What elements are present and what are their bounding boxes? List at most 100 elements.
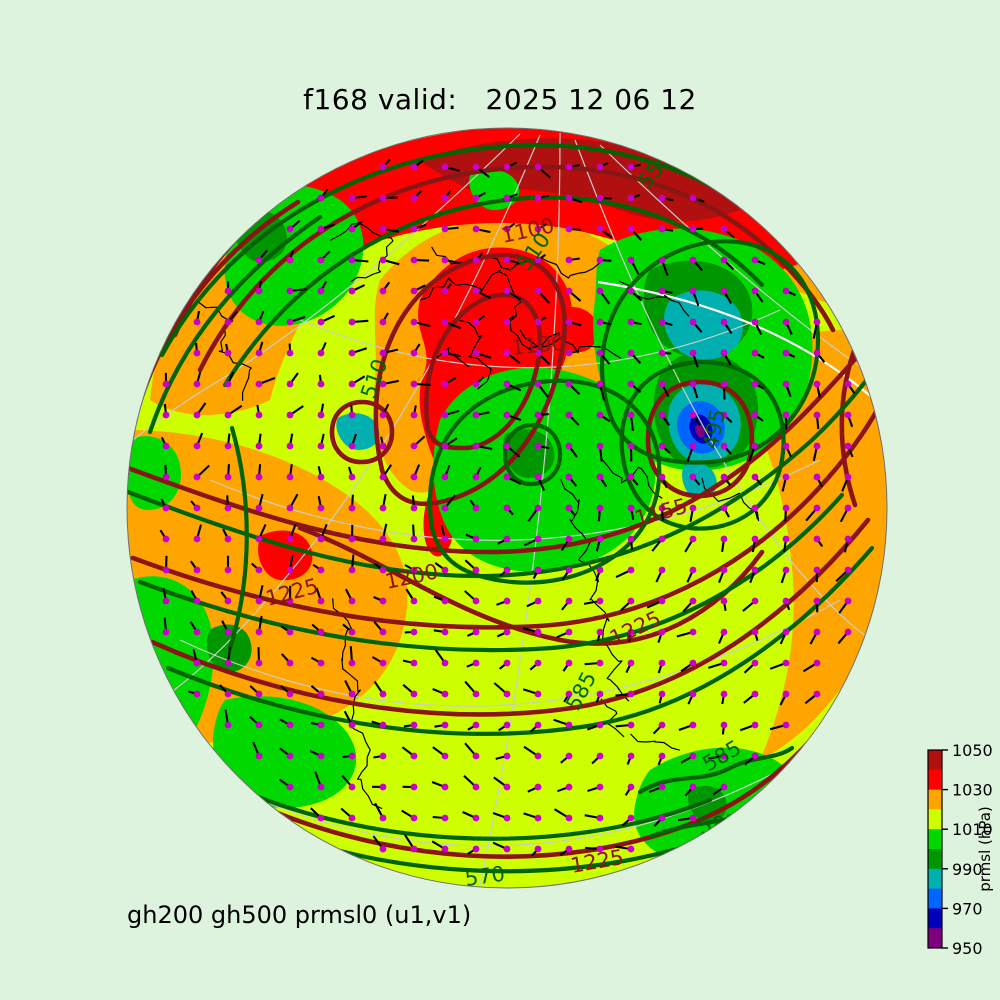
wind-marker — [472, 690, 480, 698]
wind-marker — [565, 566, 573, 574]
wind-marker — [410, 411, 418, 419]
colorbar-segment — [928, 750, 942, 771]
wind-marker — [751, 380, 759, 388]
wind-marker — [410, 566, 418, 574]
wind-marker — [162, 411, 170, 419]
wind-marker — [317, 225, 325, 233]
wind-marker — [565, 845, 573, 853]
wind-marker — [689, 504, 697, 512]
wind-marker — [689, 411, 697, 419]
wind-marker — [596, 256, 604, 264]
wind-marker — [596, 597, 604, 605]
wind-marker — [627, 845, 635, 853]
wind-marker — [317, 628, 325, 636]
wind-marker — [224, 504, 232, 512]
wind-marker — [565, 504, 573, 512]
wind-marker — [379, 287, 387, 295]
wind-marker — [317, 659, 325, 667]
wind-marker — [348, 721, 356, 729]
wind-marker — [782, 535, 790, 543]
wind-marker — [720, 597, 728, 605]
wind-marker — [596, 163, 604, 171]
wind-marker — [751, 473, 759, 481]
wind-marker — [844, 628, 852, 636]
wind-marker — [565, 814, 573, 822]
wind-marker — [162, 473, 170, 481]
wind-marker — [472, 783, 480, 791]
wind-marker — [472, 566, 480, 574]
wind-marker — [813, 380, 821, 388]
wind-marker — [534, 287, 542, 295]
wind-marker — [534, 318, 542, 326]
wind-marker — [813, 349, 821, 357]
wind-marker — [286, 783, 294, 791]
wind-marker — [565, 256, 573, 264]
wind-marker — [286, 659, 294, 667]
wind-marker — [503, 752, 511, 760]
wind-marker — [720, 659, 728, 667]
wind-marker — [348, 225, 356, 233]
wind-marker — [813, 628, 821, 636]
wind-marker — [317, 349, 325, 357]
wind-marker — [317, 380, 325, 388]
wind-marker — [565, 225, 573, 233]
wind-marker — [534, 349, 542, 357]
wind-marker — [782, 504, 790, 512]
wind-marker — [658, 442, 666, 450]
wind-marker — [503, 814, 511, 822]
page-title: f168 valid: 2025 12 06 12 — [303, 83, 697, 116]
graticule-highlight — [597, 280, 887, 411]
coastline — [329, 222, 394, 283]
wind-marker — [348, 194, 356, 202]
wind-marker — [255, 628, 263, 636]
wind-marker — [720, 628, 728, 636]
wind-marker — [317, 504, 325, 512]
wind-marker — [162, 566, 170, 574]
wind-marker — [689, 225, 697, 233]
wind-marker — [596, 721, 604, 729]
wind-marker — [565, 411, 573, 419]
wind-marker — [658, 783, 666, 791]
wind-marker — [627, 597, 635, 605]
wind-marker — [534, 194, 542, 202]
wind-marker — [348, 318, 356, 326]
wind-marker — [441, 163, 449, 171]
wind-marker — [317, 721, 325, 729]
wind-marker — [689, 659, 697, 667]
wind-marker — [441, 442, 449, 450]
wind-marker — [720, 752, 728, 760]
wind-marker — [224, 566, 232, 574]
colorbar-segment — [928, 849, 942, 870]
wind-marker — [534, 752, 542, 760]
wind-marker — [658, 411, 666, 419]
wind-marker — [317, 752, 325, 760]
wind-marker — [379, 442, 387, 450]
wind-marker — [565, 349, 573, 357]
colorbar-tick: 1010 — [952, 820, 993, 839]
wind-marker — [503, 225, 511, 233]
wind-marker — [627, 318, 635, 326]
wind-marker — [565, 535, 573, 543]
wind-marker — [503, 566, 511, 574]
wind-marker — [255, 411, 263, 419]
wind-marker — [193, 380, 201, 388]
wind-marker — [689, 783, 697, 791]
wind-marker — [317, 566, 325, 574]
wind-marker — [627, 442, 635, 450]
wind-marker — [410, 814, 418, 822]
wind-marker — [193, 566, 201, 574]
wind-marker — [596, 380, 604, 388]
wind-marker — [503, 845, 511, 853]
wind-marker — [596, 194, 604, 202]
wind-marker — [782, 566, 790, 574]
wind-marker — [596, 442, 604, 450]
wind-marker — [751, 659, 759, 667]
wind-marker — [844, 597, 852, 605]
wind-marker — [193, 473, 201, 481]
coastline — [459, 319, 492, 390]
wind-marker — [379, 163, 387, 171]
colorbar-frame — [927, 749, 943, 949]
wind-marker — [193, 535, 201, 543]
wind-marker — [379, 504, 387, 512]
contour-label: 585 — [697, 810, 740, 839]
